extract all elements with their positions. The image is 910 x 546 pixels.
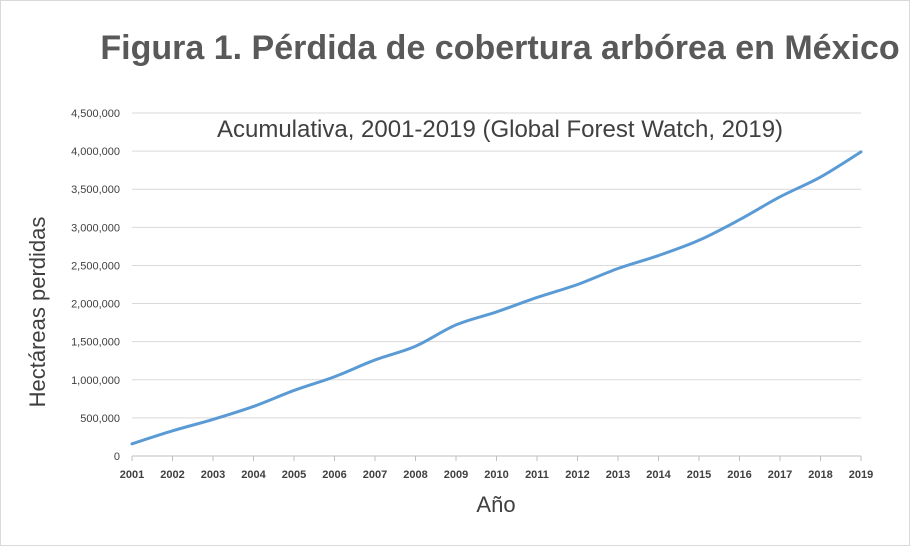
x-tick-label: 2006 bbox=[322, 469, 346, 481]
series-line bbox=[130, 150, 863, 446]
x-tick-label: 2002 bbox=[160, 469, 184, 481]
y-tick-label: 1,500,000 bbox=[71, 337, 120, 349]
chart-title: Figura 1. Pérdida de cobertura arbórea e… bbox=[100, 29, 900, 67]
y-tick-label: 1,000,000 bbox=[71, 375, 120, 387]
x-tick-label: 2014 bbox=[646, 469, 671, 481]
y-tick-label: 3,000,000 bbox=[71, 222, 120, 234]
x-tick-label: 2007 bbox=[363, 469, 387, 481]
y-tick-label: 2,000,000 bbox=[71, 299, 120, 311]
x-tick-label: 2012 bbox=[565, 469, 589, 481]
x-tick-label: 2010 bbox=[484, 469, 508, 481]
x-tick-label: 2017 bbox=[768, 469, 792, 481]
x-axis-label: Año bbox=[476, 492, 516, 517]
x-tick-label: 2011 bbox=[525, 469, 549, 481]
x-tick-label: 2015 bbox=[687, 469, 711, 481]
y-tick-label: 4,000,000 bbox=[71, 146, 120, 158]
x-tick-label: 2013 bbox=[606, 469, 630, 481]
y-tick-label: 500,000 bbox=[80, 413, 120, 425]
x-tick-label: 2004 bbox=[241, 469, 266, 481]
y-tick-label: 3,500,000 bbox=[71, 184, 120, 196]
x-tick-label: 2001 bbox=[120, 469, 144, 481]
x-tick-label: 2005 bbox=[282, 469, 306, 481]
y-tick-label: 4,500,000 bbox=[71, 108, 120, 120]
x-tick-label: 2018 bbox=[808, 469, 832, 481]
x-tick-label: 2016 bbox=[727, 469, 751, 481]
x-tick-label: 2003 bbox=[201, 469, 225, 481]
y-tick-label: 0 bbox=[114, 451, 120, 463]
x-tick-label: 2019 bbox=[849, 469, 873, 481]
x-tick-label: 2008 bbox=[403, 469, 427, 481]
y-tick-label: 2,500,000 bbox=[71, 260, 120, 272]
chart-subtitle: Acumulativa, 2001-2019 (Global Forest Wa… bbox=[216, 116, 784, 143]
x-tick-label: 2009 bbox=[444, 469, 468, 481]
